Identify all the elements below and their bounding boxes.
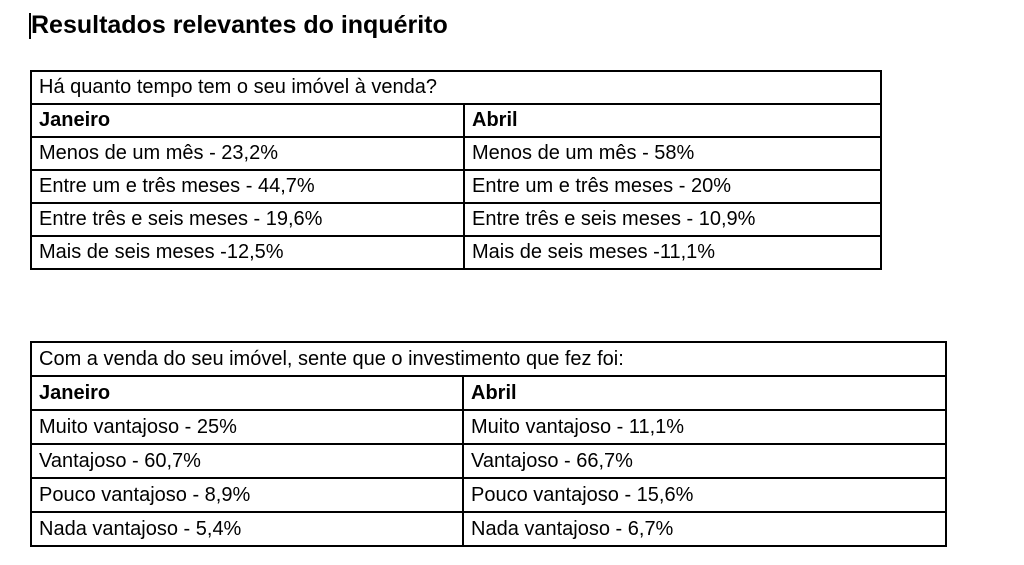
table-cell: Entre um e três meses - 20% bbox=[463, 169, 882, 204]
table-cell: Entre três e seis meses - 19,6% bbox=[30, 202, 465, 237]
table-row: Menos de um mês - 23,2% Menos de um mês … bbox=[30, 136, 882, 171]
table-cell: Vantajoso - 66,7% bbox=[461, 443, 948, 479]
table-row: Entre um e três meses - 44,7% Entre um e… bbox=[30, 169, 882, 204]
table-cell: Pouco vantajoso - 15,6% bbox=[461, 477, 948, 513]
table-cell: Mais de seis meses -12,5% bbox=[30, 235, 465, 270]
table-cell: Muito vantajoso - 25% bbox=[30, 409, 464, 445]
table-cell: Nada vantajoso - 5,4% bbox=[30, 511, 464, 547]
table-cell: Muito vantajoso - 11,1% bbox=[461, 409, 948, 445]
table-header-row: Janeiro Abril bbox=[30, 103, 882, 138]
table-row: Mais de seis meses -12,5% Mais de seis m… bbox=[30, 235, 882, 270]
table-cell: Entre três e seis meses - 10,9% bbox=[463, 202, 882, 237]
table-row: Pouco vantajoso - 8,9% Pouco vantajoso -… bbox=[30, 477, 948, 513]
table-row: Entre três e seis meses - 19,6% Entre tr… bbox=[30, 202, 882, 237]
table-cell: Menos de um mês - 23,2% bbox=[30, 136, 465, 171]
table-question: Com a venda do seu imóvel, sente que o i… bbox=[29, 341, 948, 377]
table-tempo-imovel-venda: Há quanto tempo tem o seu imóvel à venda… bbox=[30, 70, 882, 270]
document-title: Resultados relevantes do inquérito bbox=[31, 11, 448, 39]
table-cell: Nada vantajoso - 6,7% bbox=[461, 511, 948, 547]
table-header-row: Janeiro Abril bbox=[30, 375, 948, 411]
table-row: Vantajoso - 60,7% Vantajoso - 66,7% bbox=[30, 443, 948, 479]
table-question-row: Há quanto tempo tem o seu imóvel à venda… bbox=[30, 70, 882, 105]
table-row: Muito vantajoso - 25% Muito vantajoso - … bbox=[30, 409, 948, 445]
text-cursor bbox=[29, 13, 31, 39]
column-header-abril: Abril bbox=[463, 103, 882, 138]
column-header-janeiro: Janeiro bbox=[30, 103, 465, 138]
table-row: Nada vantajoso - 5,4% Nada vantajoso - 6… bbox=[30, 511, 948, 547]
table-investimento: Com a venda do seu imóvel, sente que o i… bbox=[29, 341, 948, 547]
table-cell: Menos de um mês - 58% bbox=[463, 136, 882, 171]
table-cell: Pouco vantajoso - 8,9% bbox=[30, 477, 464, 513]
table-cell: Vantajoso - 60,7% bbox=[30, 443, 464, 479]
table-question: Há quanto tempo tem o seu imóvel à venda… bbox=[30, 70, 882, 105]
table-cell: Mais de seis meses -11,1% bbox=[463, 235, 882, 270]
table-cell: Entre um e três meses - 44,7% bbox=[30, 169, 465, 204]
column-header-janeiro: Janeiro bbox=[30, 375, 464, 411]
table-question-row: Com a venda do seu imóvel, sente que o i… bbox=[29, 341, 948, 377]
column-header-abril: Abril bbox=[461, 375, 948, 411]
